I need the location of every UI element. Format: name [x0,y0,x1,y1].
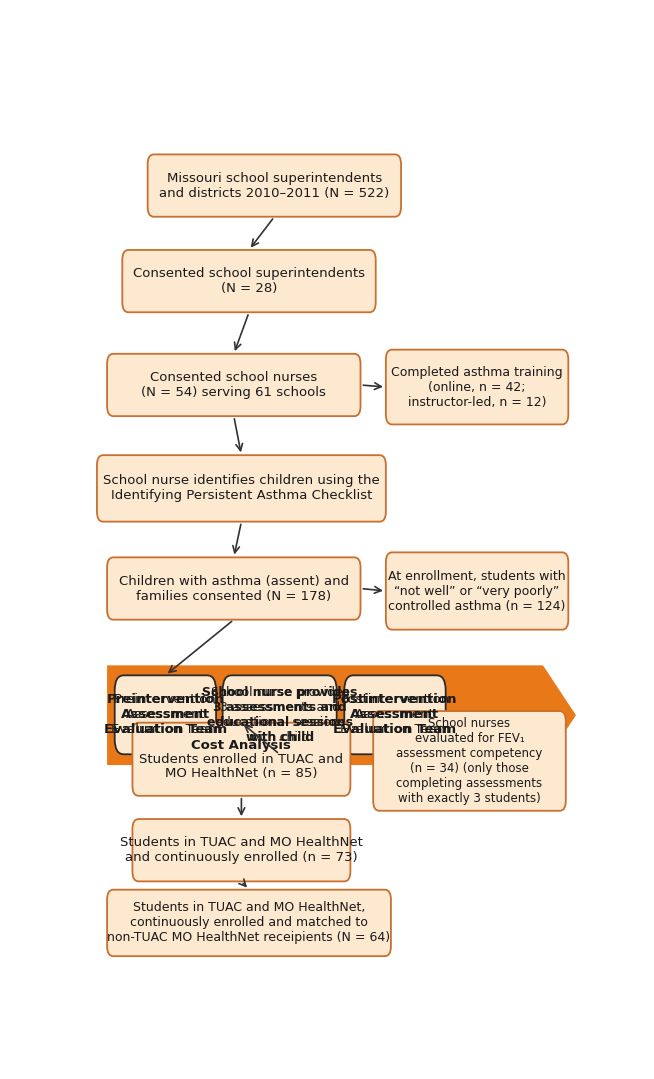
Text: School nurse provides
3 assessments and
educational sessions
with child: School nurse provides 3 assessments and … [202,686,357,743]
FancyBboxPatch shape [107,890,391,956]
FancyBboxPatch shape [344,675,445,754]
FancyBboxPatch shape [386,552,568,630]
Text: Students in TUAC and MO HealthNet
and continuously enrolled (n = 73): Students in TUAC and MO HealthNet and co… [120,836,363,864]
Text: Missouri school superintendents
and districts 2010–2011 (N = 522): Missouri school superintendents and dist… [159,172,390,200]
FancyBboxPatch shape [132,723,351,796]
FancyBboxPatch shape [122,250,375,312]
Text: School nurses
evaluated for FEV₁
assessment competency
(n = 34) (only those
comp: School nurses evaluated for FEV₁ assessm… [396,716,543,805]
FancyBboxPatch shape [114,675,216,754]
FancyBboxPatch shape [386,350,568,424]
Text: Preintervention
Assessment
Evaluation Team: Preintervention Assessment Evaluation Te… [104,694,227,736]
FancyBboxPatch shape [107,558,360,619]
Text: Consented school nurses
(N = 54) serving 61 schools: Consented school nurses (N = 54) serving… [141,371,326,399]
Text: Cost Analysis: Cost Analysis [192,738,291,752]
Text: Preintervention
Assessment
Evaluation Team: Preintervention Assessment Evaluation Te… [111,694,220,736]
FancyBboxPatch shape [148,154,401,217]
FancyBboxPatch shape [222,675,337,754]
Text: School nurse provides
3 assessments and
educational sessions
with child: School nurse provides 3 assessments and … [211,686,349,743]
Text: Consented school superintendents
(N = 28): Consented school superintendents (N = 28… [133,268,365,295]
FancyBboxPatch shape [97,455,386,521]
Text: Children with asthma (assent) and
families consented (N = 178): Children with asthma (assent) and famili… [119,574,349,602]
Text: Students enrolled in TUAC and: Students enrolled in TUAC and [139,753,343,766]
FancyBboxPatch shape [373,711,566,810]
Text: School nurse identifies children using the
Identifying Persistent Asthma Checkli: School nurse identifies children using t… [103,475,380,503]
Text: At enrollment, students with
“not well” or “very poorly”
controlled asthma (n = : At enrollment, students with “not well” … [388,570,566,613]
Text: MO HealthNet (n = 85): MO HealthNet (n = 85) [165,767,318,780]
Text: Postintervention
Assessment
Evaluation Team: Postintervention Assessment Evaluation T… [340,694,450,736]
Text: Students in TUAC and MO HealthNet,
continuously enrolled and matched to
non-TUAC: Students in TUAC and MO HealthNet, conti… [107,901,390,944]
FancyBboxPatch shape [107,354,360,416]
Text: Completed asthma training
(online, n = 42;
instructor-led, n = 12): Completed asthma training (online, n = 4… [391,366,563,409]
FancyBboxPatch shape [132,819,351,882]
Text: Postintervention
Assessment
Evaluation Team: Postintervention Assessment Evaluation T… [332,694,458,736]
Polygon shape [107,666,576,765]
